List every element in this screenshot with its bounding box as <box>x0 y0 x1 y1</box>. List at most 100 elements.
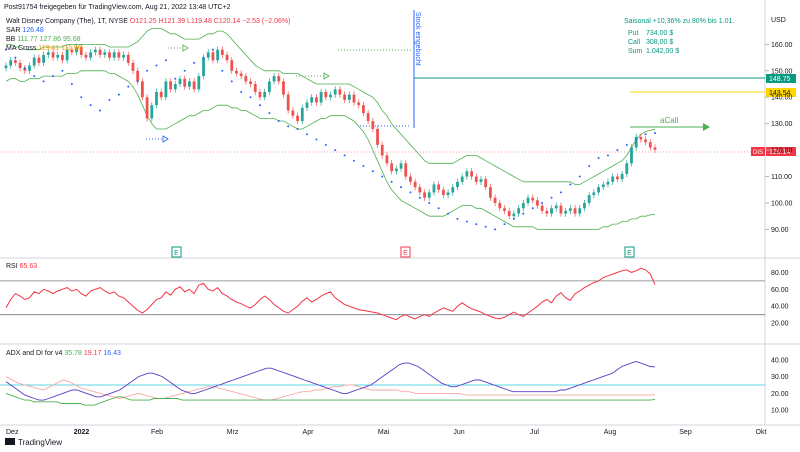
sar-dot <box>625 143 628 146</box>
sar-dot <box>353 159 356 162</box>
symbol-tag-text: DIS <box>753 150 763 156</box>
sar-dot <box>334 149 337 152</box>
tradingview-logo[interactable]: TradingView <box>5 438 62 447</box>
candle-body <box>89 52 93 58</box>
candle-body <box>197 76 201 90</box>
candle-body <box>432 184 436 193</box>
sar-dot <box>5 48 7 51</box>
candle-body <box>517 208 521 214</box>
candle-body <box>75 47 78 53</box>
candle-body <box>211 52 215 61</box>
earnings-marker[interactable]: E <box>171 246 182 258</box>
candle-body <box>568 208 572 211</box>
candle-body <box>70 49 74 53</box>
candle-body <box>418 187 422 193</box>
candle-body <box>531 197 535 201</box>
candle-body <box>521 202 525 209</box>
svg-text:E: E <box>627 250 632 257</box>
candle-body <box>300 107 304 122</box>
candle-body <box>235 70 238 74</box>
x-tick-label: Aug <box>604 429 617 436</box>
candle-body <box>536 200 539 206</box>
sar-dot <box>315 138 318 141</box>
candle-body <box>253 84 257 92</box>
rsi-tick-label: 20.00 <box>771 321 789 328</box>
candle-body <box>512 213 516 217</box>
x-tick-label: Okt <box>756 429 767 436</box>
sar-dot <box>287 125 290 128</box>
candle-body <box>648 142 652 148</box>
candle-body <box>606 181 610 185</box>
candle-body <box>347 94 351 100</box>
x-tick-label: Mai <box>378 429 390 436</box>
sar-dot <box>146 69 149 72</box>
candle-body <box>559 205 563 214</box>
sar-dot <box>174 77 177 80</box>
sar-dot <box>343 154 346 157</box>
candle-body <box>578 208 582 214</box>
bb-lower-band <box>5 70 656 230</box>
candle-body <box>131 62 135 71</box>
candle-body <box>183 78 187 87</box>
candle-body <box>103 52 107 55</box>
di-plus-value: 16.43 <box>103 350 121 357</box>
candle-body <box>150 105 154 119</box>
candle-body <box>413 181 417 188</box>
candle-body <box>357 102 361 106</box>
candle-body <box>625 163 629 174</box>
bb-values: 111.77 127.86 95.68 <box>17 36 81 43</box>
candle-body <box>503 208 506 211</box>
level-148-badge <box>766 74 796 83</box>
sar-dot <box>522 212 525 215</box>
candle-body <box>587 195 591 203</box>
candle-body <box>390 163 394 172</box>
sar-dot <box>193 61 196 64</box>
candle-body <box>46 52 50 55</box>
currency-label: USD <box>771 17 786 24</box>
price-tick-label: 110.00 <box>771 174 792 181</box>
sar-dot <box>52 75 55 78</box>
earnings-marker[interactable]: E <box>400 246 411 258</box>
price-tick-label: 140.00 <box>771 95 793 102</box>
sar-dot <box>418 196 421 199</box>
candle-body <box>441 189 445 196</box>
di-minus-value: 19.17 <box>83 350 102 357</box>
sar-dot <box>268 112 271 115</box>
candle-body <box>164 81 168 98</box>
sar-dot <box>99 109 102 112</box>
price-tick-label: 90.00 <box>771 227 789 234</box>
stock-eingebucht-label: Stock eingebucht <box>414 12 421 66</box>
sar-dot <box>362 164 365 167</box>
candle-body <box>554 205 558 209</box>
candle-body <box>244 76 248 82</box>
candle-body <box>249 81 252 85</box>
call-label: Call <box>628 39 641 46</box>
x-tick-label: Jul <box>530 429 539 436</box>
candle-body <box>592 192 596 196</box>
candle-body <box>409 176 412 182</box>
sum-value: 1.042,00 $ <box>646 48 680 55</box>
sar-dot <box>512 217 515 220</box>
candle-body <box>507 210 511 217</box>
candle-body <box>474 176 478 182</box>
sar-dot <box>42 80 45 83</box>
candle-body <box>540 205 544 211</box>
candle-body <box>61 54 64 61</box>
sar-dot <box>437 207 440 210</box>
candle-body <box>286 94 290 111</box>
sar-label: SAR <box>6 27 21 34</box>
sar-dot <box>569 183 572 186</box>
sar-dot <box>588 164 591 167</box>
candle-body <box>272 76 276 82</box>
last-price-badge-text: 120.14 <box>769 149 791 156</box>
candle-body <box>258 91 262 98</box>
ohlc-values: O121.25 H121.39 L119.48 C120.14 −2.53 (−… <box>129 18 291 25</box>
candle-body <box>423 192 426 198</box>
sar-dot <box>428 201 431 204</box>
ma-values: 119.41 111.96 <box>38 45 82 52</box>
sar-dot <box>644 133 647 136</box>
candle-body <box>526 197 530 203</box>
earnings-marker[interactable]: E <box>624 246 635 258</box>
bb-legend: BB 111.77 127.86 95.68 <box>6 35 81 44</box>
